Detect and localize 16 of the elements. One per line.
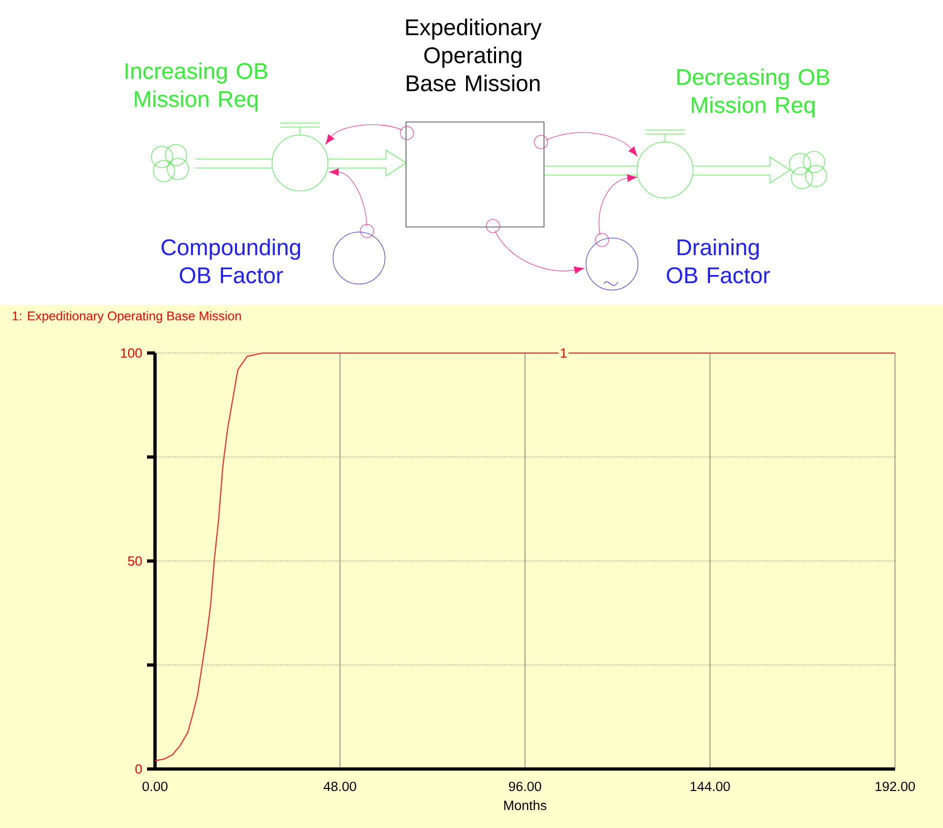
y-tick-label: 100	[121, 348, 142, 358]
text: Draining OB Factor	[666, 238, 770, 284]
annotation: 1	[560, 348, 567, 358]
text: Decreasing OB Mission Req	[677, 68, 830, 118]
text: Expeditionary Operating Base Mission	[406, 18, 542, 92]
y-tick-label: 50	[128, 556, 142, 566]
x-tick-label: 192.00	[876, 782, 915, 792]
chart-title: 1: Expeditionary Operating Base Mission	[12, 311, 241, 323]
x-tick-label: 48.00	[324, 782, 356, 792]
x-axis-title: Months	[504, 800, 546, 810]
x-tick-label: 96.00	[508, 782, 542, 792]
x-tick-label: 144.00	[690, 782, 730, 792]
x-tick-label: 0.00	[142, 782, 168, 792]
text: Compounding OB Factor	[162, 238, 300, 284]
text: Increasing OB Mission Req	[126, 62, 268, 112]
y-tick-label: 0	[135, 764, 142, 774]
